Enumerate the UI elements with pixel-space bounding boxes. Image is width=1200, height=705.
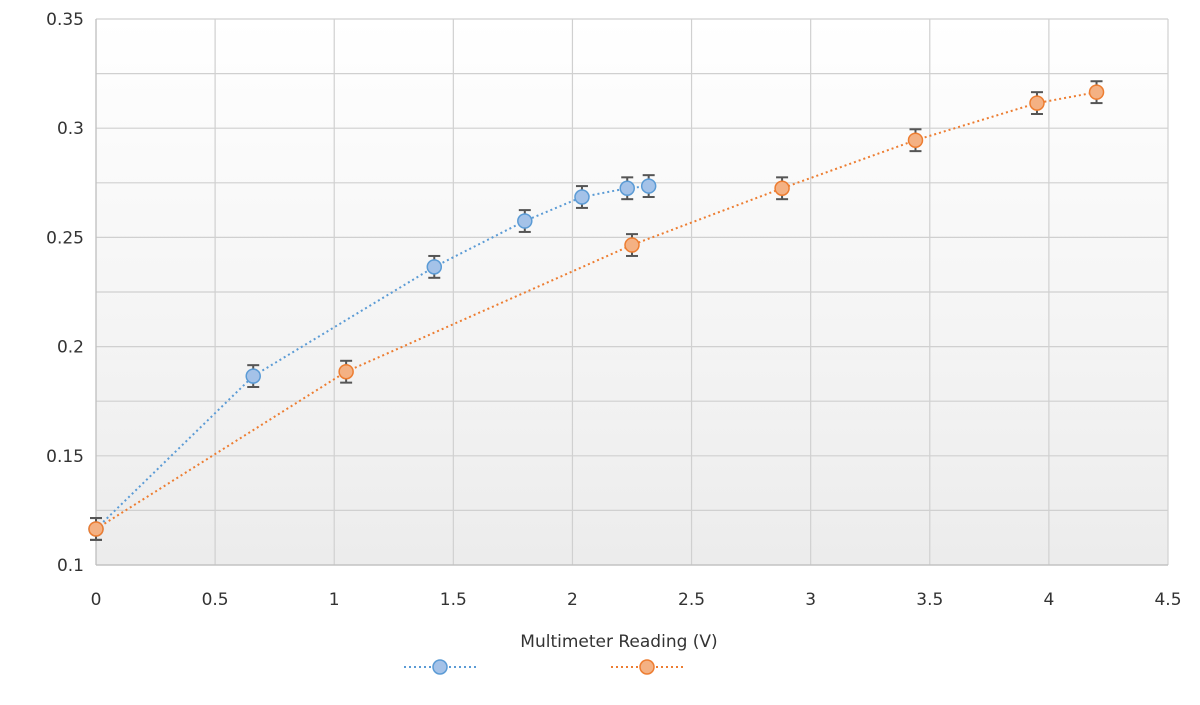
data-point [907, 132, 924, 148]
y-tick-label: 0.2 [57, 338, 84, 358]
series-2 [88, 80, 1105, 541]
x-tick-label: 2 [567, 590, 578, 610]
data-point [426, 259, 443, 275]
x-tick-label: 0.5 [202, 590, 229, 610]
data-point [624, 237, 640, 253]
legend-marker [432, 659, 448, 675]
x-axis-title: Multimeter Reading (V) [520, 632, 717, 652]
x-tick-label: 1.5 [440, 590, 467, 610]
legend-item-1 [404, 659, 476, 675]
data-point [774, 180, 790, 197]
data-point [1088, 84, 1105, 100]
series-1 [88, 174, 657, 541]
legend-marker [639, 659, 655, 675]
data-point [574, 189, 590, 205]
y-tick-label: 0.3 [57, 119, 84, 139]
x-tick-label: 3.5 [916, 590, 943, 610]
x-tick-label: 3 [805, 590, 816, 610]
x-tick-label: 4.5 [1154, 590, 1181, 610]
data-point [517, 213, 533, 229]
data-point [1029, 95, 1045, 111]
data-point [640, 178, 657, 194]
data-point [245, 368, 261, 384]
x-tick-label: 0 [91, 590, 102, 610]
legend-item-2 [611, 659, 683, 675]
x-tick-label: 2.5 [678, 590, 705, 610]
y-tick-label: 0.25 [46, 228, 84, 248]
y-tick-label: 0.35 [46, 10, 84, 30]
data-point [88, 521, 104, 537]
data-point [338, 363, 354, 380]
y-tick-label: 0.15 [46, 447, 84, 467]
x-tick-label: 1 [329, 590, 340, 610]
y-tick-label: 0.1 [57, 556, 84, 576]
data-point [619, 180, 635, 197]
x-tick-label: 4 [1043, 590, 1054, 610]
